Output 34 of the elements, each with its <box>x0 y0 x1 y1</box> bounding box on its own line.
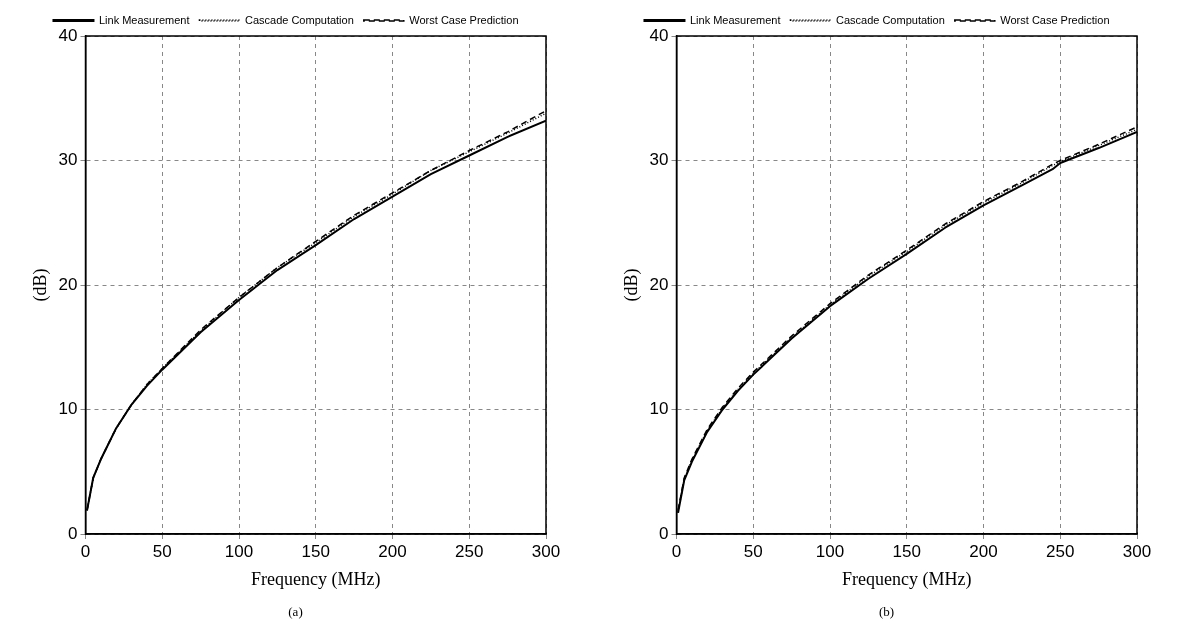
x-axis-title: Frequency (MHz) <box>841 568 971 590</box>
y-tick-label: 20 <box>649 274 669 294</box>
x-tick-label: 150 <box>301 541 330 561</box>
x-tick-label: 150 <box>892 541 921 561</box>
x-tick-label: 50 <box>743 541 763 561</box>
x-tick-label: 250 <box>454 541 483 561</box>
y-tick-label: 0 <box>658 523 669 543</box>
y-tick-label: 10 <box>58 399 78 419</box>
legend-label: Link Measurement <box>689 13 780 26</box>
legend-label: Worst Case Prediction <box>999 13 1110 26</box>
x-tick-label: 250 <box>1045 541 1074 561</box>
legend-label: Cascade Computation <box>244 13 354 26</box>
y-tick-label: 0 <box>67 523 78 543</box>
x-tick-label: 100 <box>224 541 253 561</box>
x-tick-label: 200 <box>377 541 407 561</box>
text: (a) <box>288 604 303 620</box>
y-tick-label: 20 <box>58 274 78 294</box>
legend-label: Cascade Computation <box>835 13 945 26</box>
x-axis-title: Frequency (MHz) <box>250 568 380 590</box>
x-tick-label: 50 <box>152 541 172 561</box>
y-axis-title: (dB) <box>620 268 642 302</box>
legend-label: Worst Case Prediction <box>408 13 519 26</box>
x-tick-label: 200 <box>968 541 998 561</box>
y-tick-label: 30 <box>58 150 78 170</box>
y-tick-label: 30 <box>649 150 669 170</box>
x-tick-label: 300 <box>1122 541 1151 561</box>
y-tick-label: 40 <box>649 25 669 45</box>
text: (b) <box>878 604 895 620</box>
x-tick-label: 300 <box>531 541 560 561</box>
y-axis-title: (dB) <box>29 268 51 302</box>
x-tick-label: 100 <box>815 541 844 561</box>
y-tick-label: 40 <box>58 25 78 45</box>
legend-label: Link Measurement <box>98 13 189 26</box>
y-tick-label: 10 <box>649 399 669 419</box>
